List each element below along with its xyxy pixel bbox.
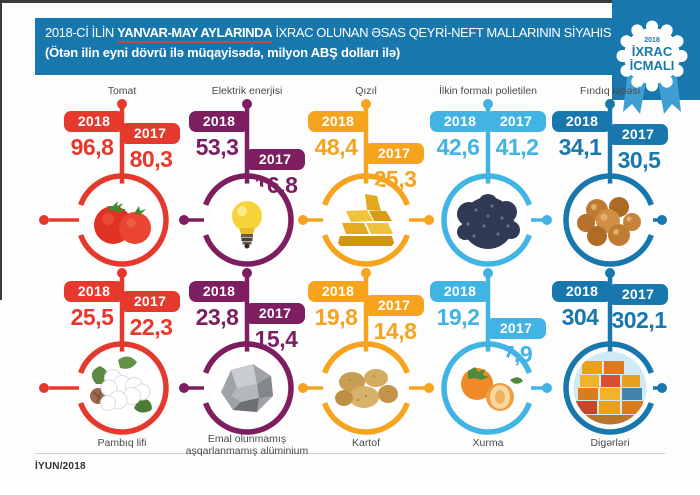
value-2018: 19,8 (314, 304, 358, 330)
value-2018: 23,8 (195, 304, 239, 330)
product-label: Digərləri (590, 437, 630, 449)
year-pill-2017: 2017 (486, 318, 546, 339)
product-label: Fındıq ləpəsi (579, 85, 641, 97)
page-left-border (0, 0, 2, 300)
footer-date: İYUN/2018 (35, 461, 86, 472)
title-post: İXRAC OLUNAN ƏSAS QEYRİ-NEFT MALLARININ … (272, 25, 615, 40)
product-label: Emal olunmamış aşqarlanmamış alüminium (185, 433, 309, 457)
value-2018: 96,8 (70, 134, 114, 160)
product-label: Xurma (472, 437, 504, 449)
rosette-icon: 2018 İXRAC İCMALI (616, 20, 688, 92)
year-pill-2017: 2017 (364, 295, 424, 316)
page-top-border (0, 0, 700, 3)
header-banner: 2018-Cİ İLİN YANVAR-MAY AYLARINDA İXRAC … (35, 18, 615, 75)
year-pill-2018: 2018 (552, 281, 612, 302)
year-pill-2018: 2018 (430, 281, 490, 302)
card-polietilen: İlkin formalı polietilen 2018 42,6 2017 … (427, 80, 552, 270)
value-2018: 25,5 (70, 304, 114, 330)
year-pill-2017: 2017 (120, 123, 180, 144)
tomato-circle-graphic (39, 99, 169, 267)
value-2017: 25,3 (373, 166, 417, 192)
year-pill-2018: 2018 (308, 281, 368, 302)
card-pambiq-lifi: 2018 25,5 2017 22,3 Pambıq lifi (39, 262, 183, 462)
value-2018: 48,4 (314, 134, 358, 160)
year-pill-2018: 2018 (189, 281, 249, 302)
year-pill-2017: 2017 (608, 284, 668, 305)
year-pill-2018: 2018 (64, 281, 124, 302)
page-title: 2018-Cİ İLİN YANVAR-MAY AYLARINDA İXRAC … (45, 25, 615, 43)
footer-divider (35, 453, 665, 454)
card-aluminium: 2018 23,8 2017 15,4 Emal olunmamış aşqar… (179, 262, 308, 462)
title-highlight: YANVAR-MAY AYLARINDA (117, 25, 273, 43)
card-tomat: Tomat 2018 96,8 2017 80,3 (39, 80, 183, 270)
value-2018: 53,3 (195, 134, 239, 160)
value-2017: 15,4 (254, 326, 298, 352)
year-pill-2017: 2017 (245, 149, 305, 170)
year-pill-2018: 2018 (308, 111, 368, 132)
page-subtitle: (Ötən ilin eyni dövrü ilə müqayisədə, mi… (45, 45, 401, 60)
value-2018: 42,6 (436, 134, 480, 160)
year-pill-2018: 2018 (64, 111, 124, 132)
product-label: Pambıq lifi (97, 437, 147, 449)
year-pill-2017: 2017 (608, 124, 668, 145)
value-2017: 7,9 (501, 341, 533, 367)
year-pill-2017: 2017 (245, 303, 305, 324)
title-pre: 2018-Cİ İLİN (45, 25, 118, 40)
hazelnut-circle-graphic (563, 99, 667, 267)
card-elektrik-enerjisi: Elektrik enerjisi 2018 53,3 2017 16,8 (179, 80, 308, 270)
year-pill-2017: 2017 (120, 291, 180, 312)
value-2018: 304 (561, 304, 599, 330)
value-2018: 34,1 (558, 134, 602, 160)
card-qizil: Qızıl 2018 48,4 2017 25,3 (298, 80, 434, 270)
polyethylene-granules-circle-graphic (441, 99, 552, 267)
value-2017: 41,2 (495, 134, 539, 160)
year-pill-2018: 2018 (189, 111, 249, 132)
card-digerleri: 2018 304 2017 302,1 Digərləri (549, 262, 671, 462)
year-pill-2017: 2017 (364, 143, 424, 164)
badge-line1: İXRAC (632, 44, 673, 59)
product-label: Tomat (107, 85, 137, 97)
badge-year: 2018 (644, 37, 660, 44)
value-2017: 80,3 (129, 146, 173, 172)
year-pill-2017: 2017 (486, 111, 546, 132)
value-2017: 30,5 (617, 147, 661, 173)
value-2017: 14,8 (373, 318, 417, 344)
year-pill-2018: 2018 (430, 111, 490, 132)
value-2018: 19,2 (436, 304, 480, 330)
product-label: Qızıl (355, 85, 377, 97)
product-label: İlkin formalı polietilen (438, 85, 538, 97)
badge-line2: İCMALI (630, 58, 675, 73)
value-2017: 302,1 (611, 307, 667, 333)
export-review-rosette-badge: 2018 İXRAC İCMALI (616, 20, 688, 114)
year-pill-2018: 2018 (552, 111, 612, 132)
card-findiq-lepesi: Fındıq ləpəsi 2018 34,1 2017 30,5 (549, 80, 671, 270)
product-label: Elektrik enerjisi (211, 85, 283, 97)
value-2017: 16,8 (254, 172, 298, 198)
value-2017: 22,3 (129, 314, 173, 340)
card-xurma: 2018 19,2 2017 7,9 Xurma (427, 262, 552, 462)
card-kartof: 2018 19,8 2017 14,8 Kartof (298, 262, 434, 462)
product-label: Kartof (351, 437, 380, 449)
